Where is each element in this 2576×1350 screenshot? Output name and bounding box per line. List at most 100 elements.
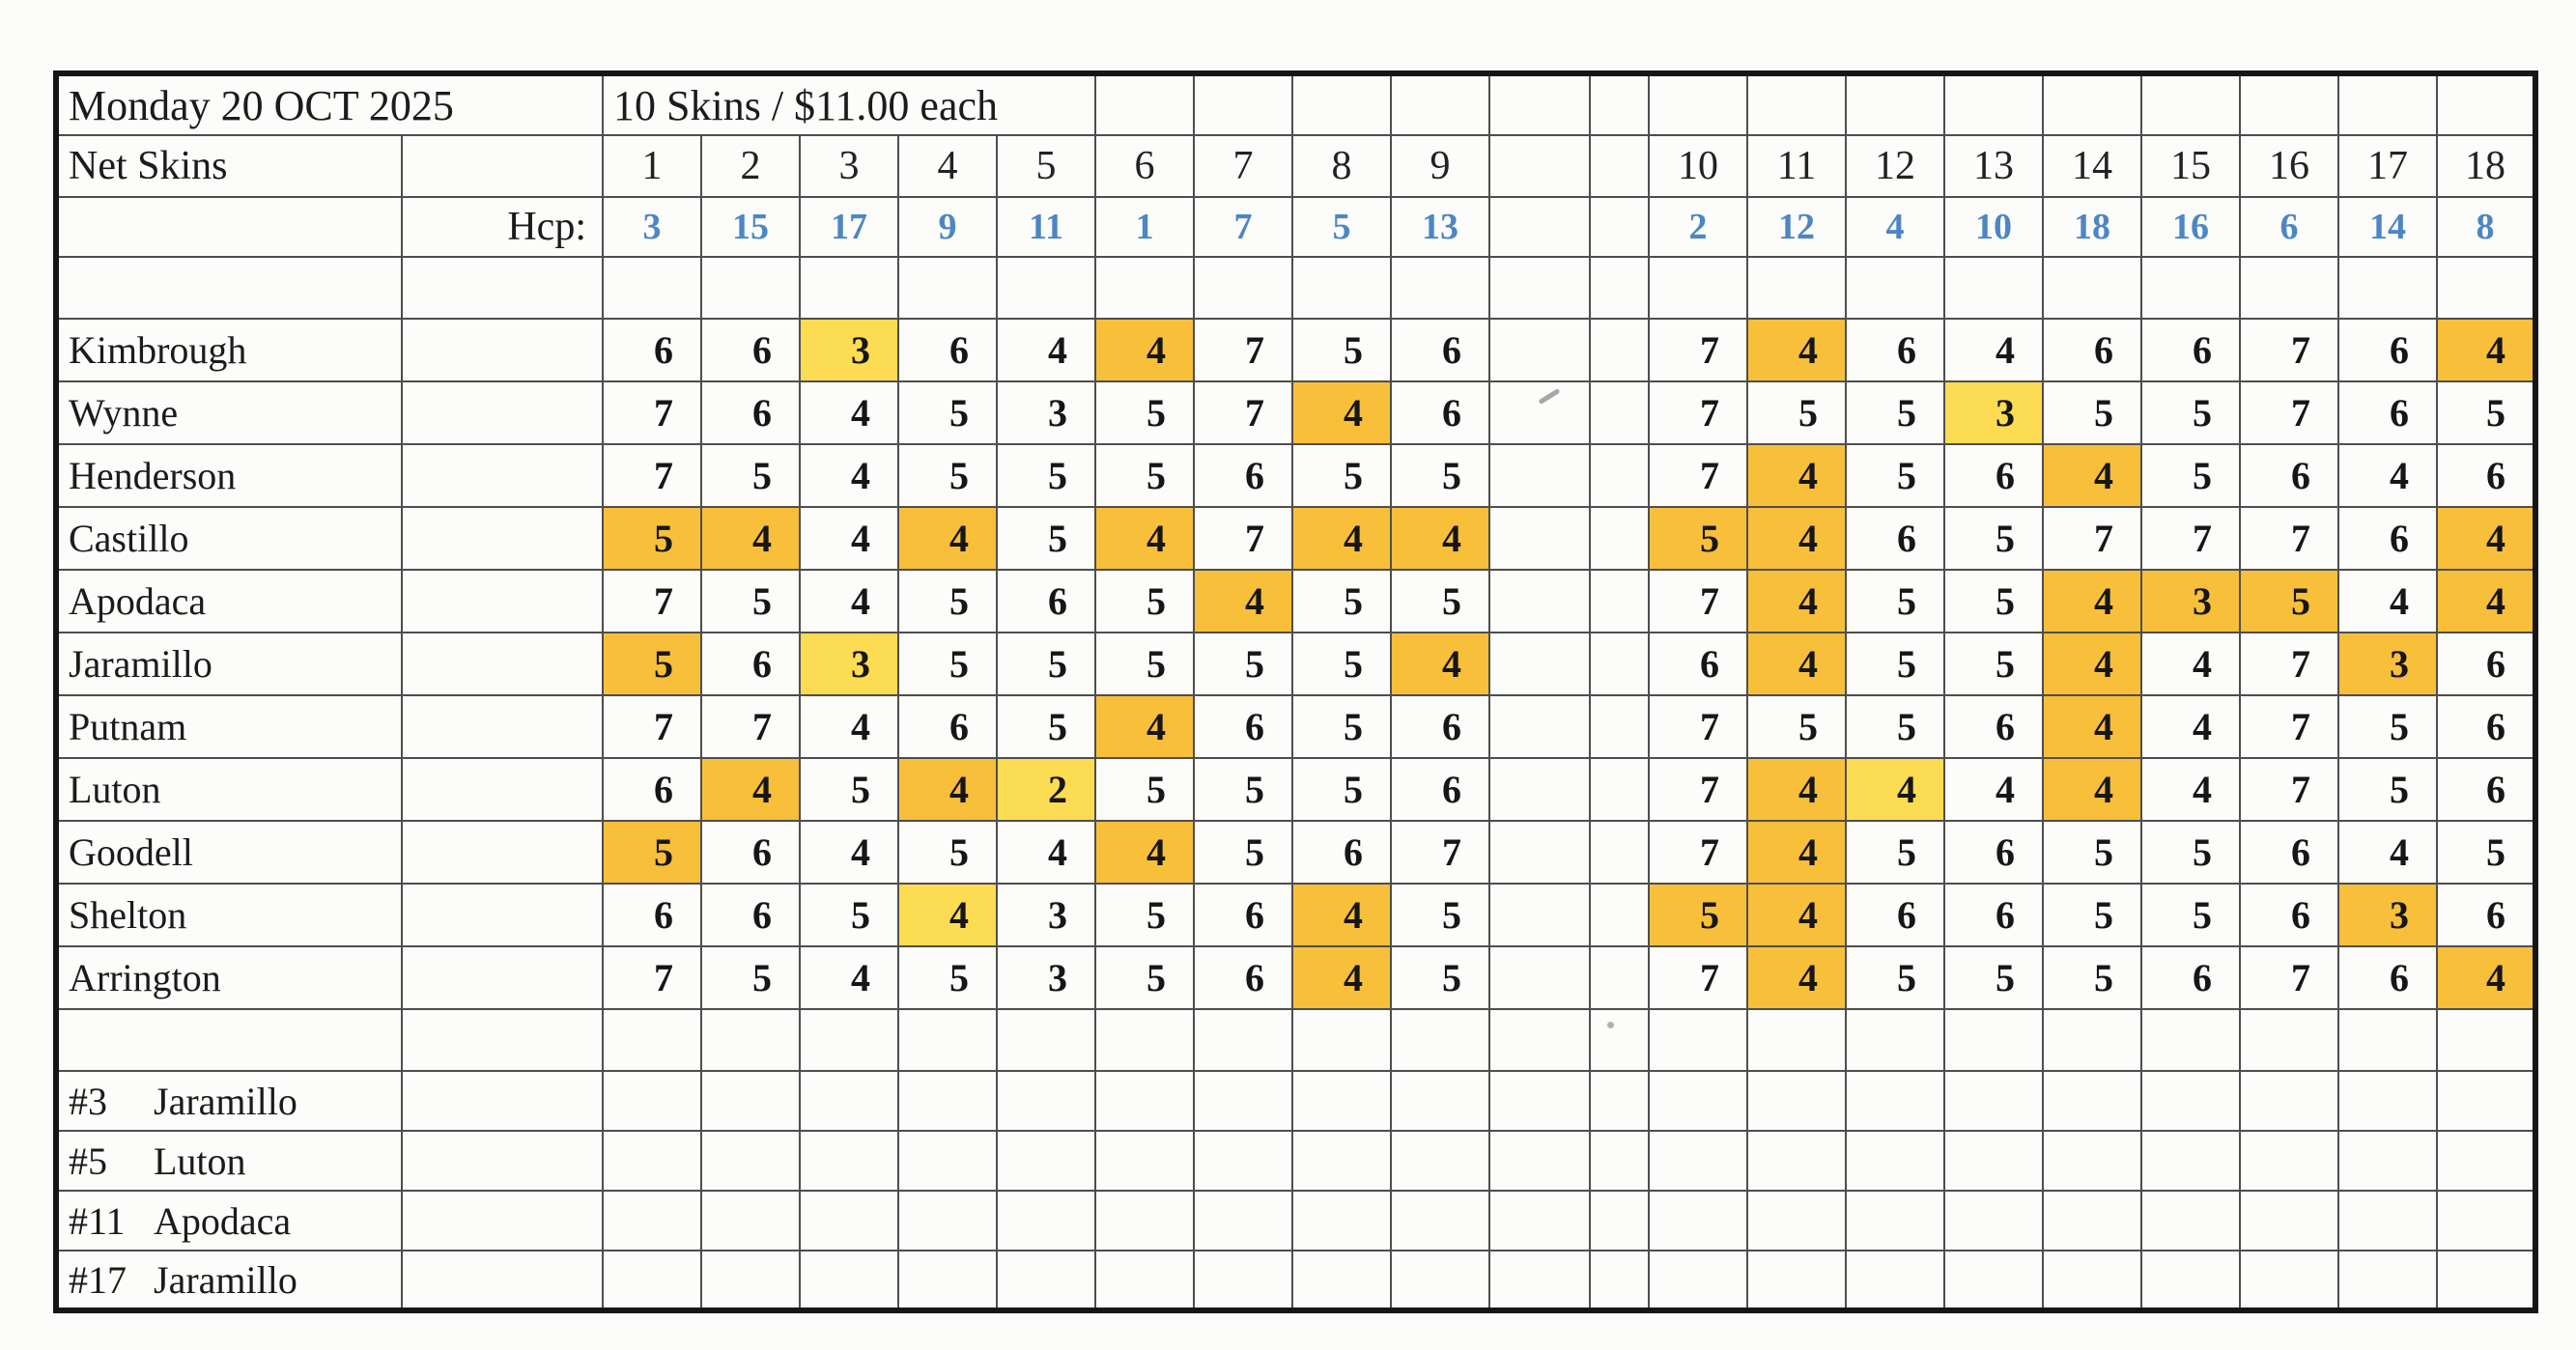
score-cell: 4 <box>2337 569 2438 633</box>
score-cell: 5 <box>1094 632 1195 696</box>
score-cell: 4 <box>996 318 1096 382</box>
score-cell: 6 <box>1193 883 1293 947</box>
empty-cell <box>1845 72 1945 136</box>
score-cell-highlighted: 4 <box>2436 569 2536 633</box>
empty-cell <box>799 1250 899 1311</box>
score-cell: 5 <box>1291 443 1392 508</box>
hcp-label: Hcp: <box>401 196 604 258</box>
hole-number: 16 <box>2239 134 2339 198</box>
empty-cell <box>2337 1250 2438 1311</box>
empty-cell <box>1291 256 1392 320</box>
score-cell-highlighted: 4 <box>1746 883 1847 947</box>
empty-cell <box>2337 1130 2438 1192</box>
score-cell: 6 <box>1193 945 1293 1010</box>
skin-winner-cell: #17 Jaramillo <box>55 1250 403 1311</box>
spacer-cell <box>1589 196 1650 258</box>
score-cell: 6 <box>2337 380 2438 445</box>
empty-cell <box>1845 1130 1945 1192</box>
score-cell: 5 <box>2042 380 2142 445</box>
score-cell-highlighted: 4 <box>2436 945 2536 1010</box>
score-cell: 6 <box>2436 443 2536 508</box>
empty-cell <box>1390 1190 1490 1252</box>
empty-cell <box>2042 1190 2142 1252</box>
hcp-value: 11 <box>996 196 1096 258</box>
score-cell-highlighted: 4 <box>2042 757 2142 822</box>
score-cell-highlighted: 4 <box>1291 506 1392 571</box>
empty-cell <box>2042 72 2142 136</box>
skins-table: Monday 20 OCT 2025 10 Skins / $11.00 each… <box>53 70 2538 1313</box>
empty-cell <box>1943 1250 2044 1311</box>
score-cell: 7 <box>700 694 801 759</box>
empty-cell <box>401 380 604 445</box>
score-cell: 5 <box>2140 883 2241 947</box>
spacer-cell <box>1589 757 1650 822</box>
empty-cell <box>401 256 604 320</box>
scan-artifact-dot <box>1607 1022 1614 1028</box>
score-cell: 6 <box>1648 632 1748 696</box>
hole-number: 1 <box>602 134 702 198</box>
score-cell: 6 <box>1845 506 1945 571</box>
empty-cell <box>401 318 604 382</box>
score-cell: 5 <box>700 945 801 1010</box>
winner-player-name: Jaramillo <box>154 1257 297 1302</box>
empty-cell <box>401 1130 604 1192</box>
net-skins-label: Net Skins <box>55 134 403 198</box>
spacer-cell <box>1488 1130 1591 1192</box>
empty-cell <box>602 1130 702 1192</box>
spacer-cell <box>1589 945 1650 1010</box>
spacer-cell <box>1488 694 1591 759</box>
score-cell: 6 <box>1390 318 1490 382</box>
score-cell: 5 <box>1094 757 1195 822</box>
score-cell: 5 <box>1845 632 1945 696</box>
score-cell-highlighted: 5 <box>602 820 702 885</box>
score-cell: 5 <box>1943 569 2044 633</box>
empty-cell <box>700 1070 801 1132</box>
score-cell: 3 <box>996 380 1096 445</box>
empty-cell <box>1094 1008 1195 1072</box>
score-cell: 5 <box>897 380 998 445</box>
spacer-cell <box>1589 569 1650 633</box>
score-cell: 6 <box>602 883 702 947</box>
empty-cell <box>2239 1070 2339 1132</box>
empty-cell <box>2436 1070 2536 1132</box>
score-cell: 6 <box>1390 380 1490 445</box>
score-cell-highlighted: 5 <box>1648 506 1748 571</box>
hole-number: 9 <box>1390 134 1490 198</box>
empty-cell <box>2140 1190 2241 1252</box>
empty-cell <box>401 694 604 759</box>
hole-number: 3 <box>799 134 899 198</box>
score-cell: 5 <box>1390 883 1490 947</box>
score-cell: 5 <box>1845 945 1945 1010</box>
player-name: Henderson <box>55 443 403 508</box>
empty-cell <box>1193 1190 1293 1252</box>
score-cell: 4 <box>996 820 1096 885</box>
hcp-value: 6 <box>2239 196 2339 258</box>
empty-cell <box>1193 256 1293 320</box>
empty-cell <box>1943 1190 2044 1252</box>
empty-cell <box>1845 1250 1945 1311</box>
spacer-cell <box>1589 1130 1650 1192</box>
empty-cell <box>897 1008 998 1072</box>
score-cell-highlighted: 4 <box>897 506 998 571</box>
empty-cell <box>1648 1250 1748 1311</box>
score-cell-highlighted: 4 <box>2042 694 2142 759</box>
empty-cell <box>1094 1070 1195 1132</box>
score-cell: 6 <box>602 757 702 822</box>
spacer-cell <box>1488 569 1591 633</box>
score-cell: 5 <box>2337 694 2438 759</box>
score-cell: 5 <box>2042 820 2142 885</box>
spacer-cell <box>1589 883 1650 947</box>
score-cell: 6 <box>1193 694 1293 759</box>
score-cell-highlighted: 4 <box>897 757 998 822</box>
hole-number: 14 <box>2042 134 2142 198</box>
empty-cell <box>897 1190 998 1252</box>
spacer-cell <box>1589 694 1650 759</box>
score-cell: 5 <box>897 632 998 696</box>
empty-cell <box>1291 1070 1392 1132</box>
hole-number: 12 <box>1845 134 1945 198</box>
empty-cell <box>1648 72 1748 136</box>
score-cell: 4 <box>2140 694 2241 759</box>
player-name: Luton <box>55 757 403 822</box>
score-cell-highlighted: 4 <box>2042 632 2142 696</box>
score-cell: 7 <box>2239 757 2339 822</box>
